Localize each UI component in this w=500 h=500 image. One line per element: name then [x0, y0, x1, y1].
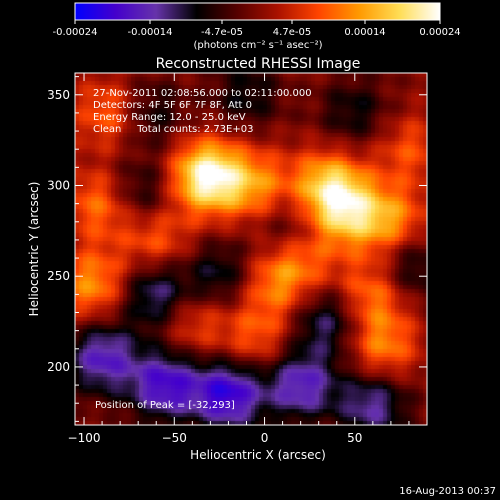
peak-position-label: Position of Peak = [-32,293] [95, 400, 235, 411]
annotation-energy-range: Energy Range: 12.0 - 25.0 keV [93, 112, 246, 123]
footer-timestamp: 16-Aug-2013 00:37 [399, 486, 496, 497]
colorbar-tick-label: -0.00024 [53, 27, 98, 38]
colorbar-tick-label: -4.7e-05 [201, 27, 243, 38]
x-tick-label: −50 [162, 431, 187, 445]
plot-frame [74, 72, 428, 426]
annotation-time-range: 27-Nov-2011 02:08:56.000 to 02:11:00.000 [93, 88, 312, 99]
y-tick-label: 350 [47, 88, 70, 102]
x-axis-label: Heliocentric X (arcsec) [190, 448, 326, 462]
colorbar: -0.00024 -0.00014 -4.7e-05 4.7e-05 0.00014 0.… [53, 2, 461, 51]
y-tick-label: 300 [47, 178, 70, 192]
y-tick-label: 200 [47, 360, 70, 374]
colorbar-tick-label: 0.00024 [419, 27, 460, 38]
colorbar-unit-label: (photons cm⁻² s⁻¹ asec⁻²) [193, 40, 322, 51]
annotation-clean-counts: Clean Total counts: 2.73E+03 [93, 124, 253, 135]
annotation-block: 27-Nov-2011 02:08:56.000 to 02:11:00.000… [93, 88, 312, 135]
x-tick-label: 0 [261, 431, 269, 445]
x-tick-label: −100 [68, 431, 101, 445]
chart-title: Reconstructed RHESSI Image [156, 56, 361, 72]
colorbar-gradient [74, 2, 441, 21]
colorbar-tick-label: -0.00014 [128, 27, 173, 38]
y-tick-label: 250 [47, 269, 70, 283]
axis-ticks: −100 −50 0 50 200 250 300 350 [47, 73, 428, 445]
colorbar-tick-label: 0.00014 [344, 27, 385, 38]
y-axis-label: Heliocentric Y (arcsec) [27, 182, 41, 317]
annotation-detectors: Detectors: 4F 5F 6F 7F 8F, Att 0 [93, 100, 252, 111]
colorbar-ticks: -0.00024 -0.00014 -4.7e-05 4.7e-05 0.00014 0.… [53, 20, 461, 38]
colorbar-tick-label: 4.7e-05 [273, 27, 311, 38]
x-tick-label: 50 [347, 431, 362, 445]
